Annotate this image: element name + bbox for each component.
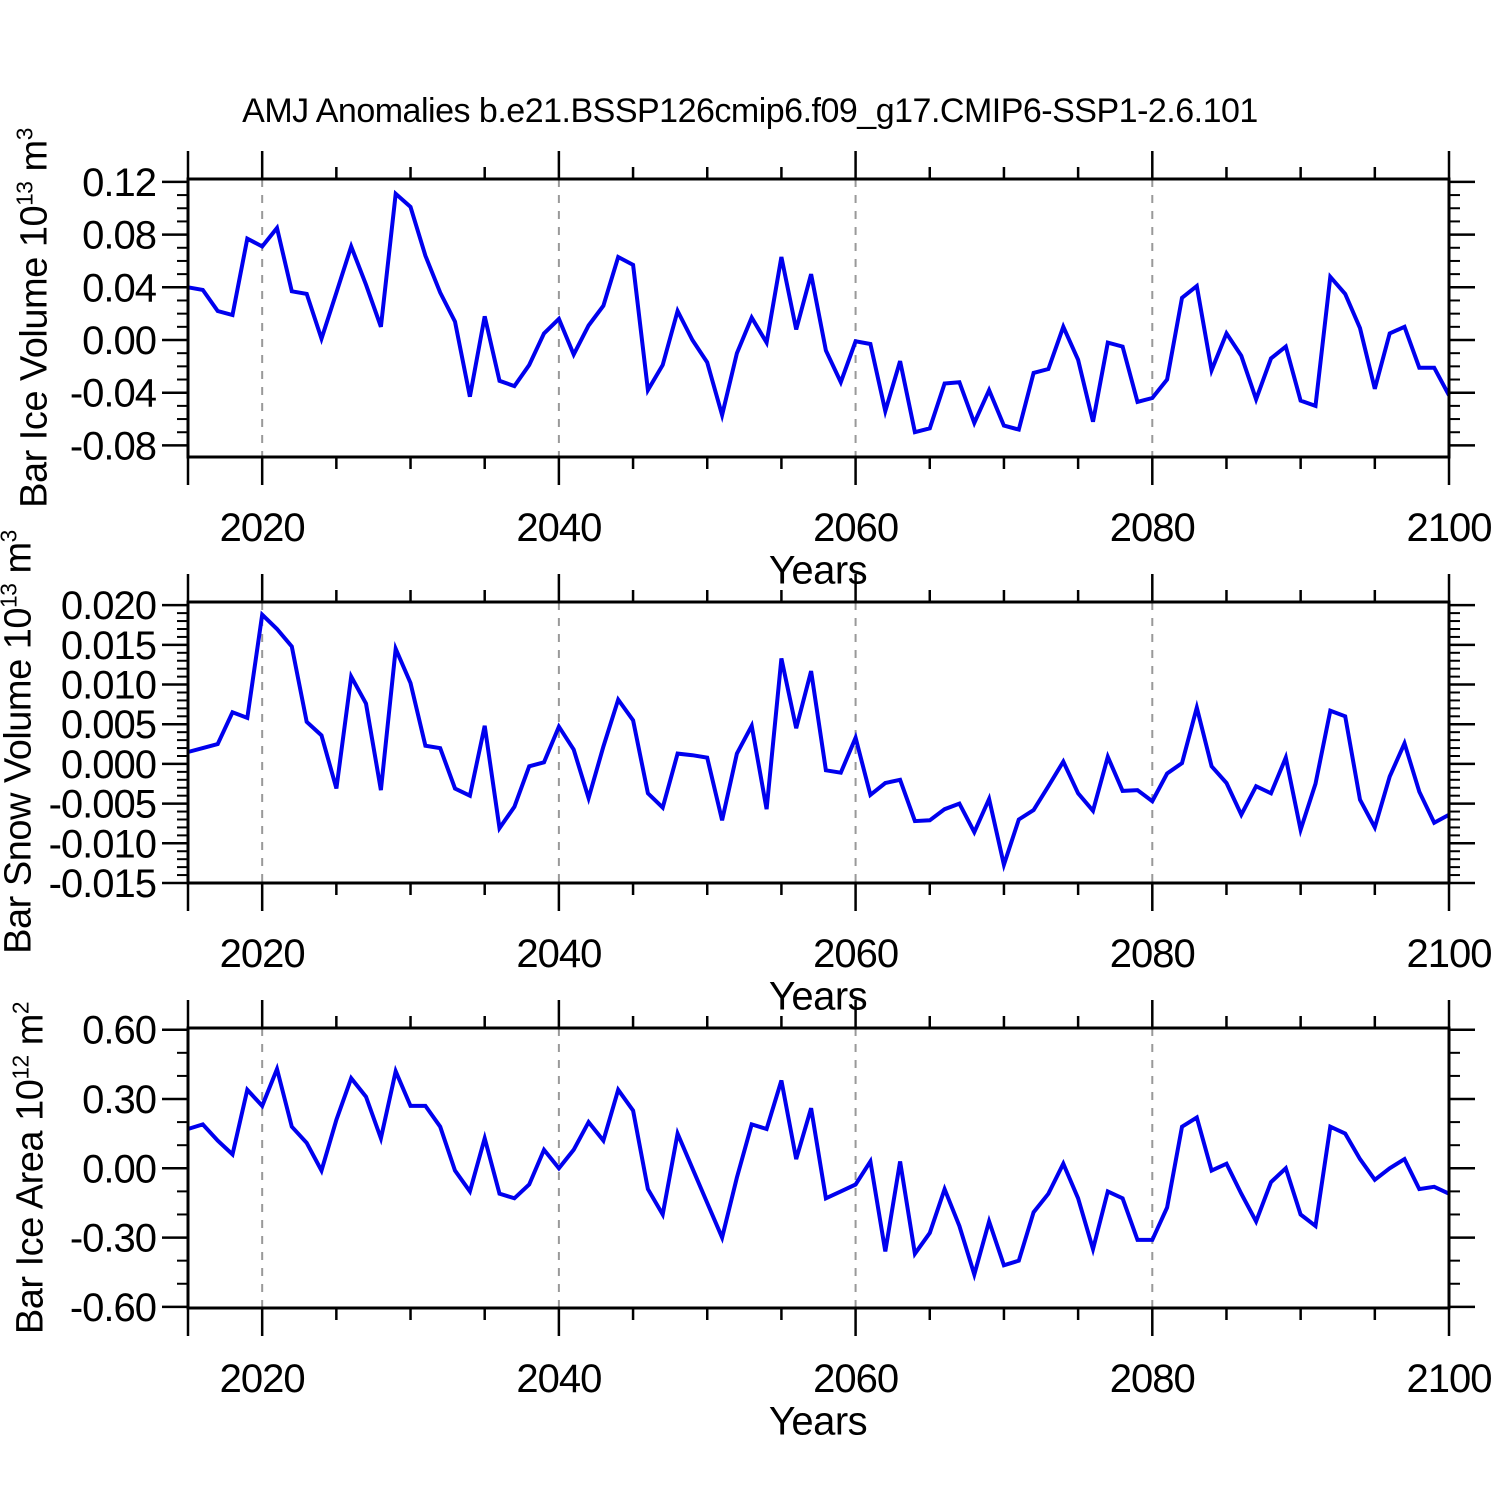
x-tick-label: 2080 <box>1110 506 1195 550</box>
y-tick-label: -0.30 <box>70 1217 156 1261</box>
x-tick-label: 2060 <box>813 932 898 976</box>
plot-frame <box>186 1026 1451 1310</box>
x-tick-label: 2020 <box>220 506 305 550</box>
y-tick-label: 0.010 <box>61 664 156 708</box>
y-tick-label: -0.60 <box>70 1286 156 1330</box>
y-axis-title-unit-exponent: 3 <box>0 530 22 542</box>
x-tick-label: 2100 <box>1407 1357 1492 1401</box>
y-axis-title-unit-exponent: 3 <box>11 128 38 141</box>
x-tick-label: 2040 <box>516 506 601 550</box>
y-axis-title-snow-volume: Bar Snow Volume 1013 m3 <box>0 530 40 954</box>
y-axis-title-unit: m <box>9 1014 52 1056</box>
y-tick-label: -0.08 <box>70 424 156 468</box>
x-tick-label: 2060 <box>813 1357 898 1401</box>
x-tick-label: 2100 <box>1407 932 1492 976</box>
y-tick-label: 0.12 <box>82 161 156 205</box>
x-tick-label: 2100 <box>1407 506 1492 550</box>
y-tick-label: 0.60 <box>82 1009 156 1053</box>
y-axis-title-unit: m <box>13 140 56 182</box>
x-axis-title: Years <box>768 1399 868 1444</box>
y-axis-title-unit: m <box>0 542 40 584</box>
data-line-snow-volume <box>187 610 1450 873</box>
x-tick-label: 2040 <box>516 932 601 976</box>
y-tick-label: 0.020 <box>61 584 156 628</box>
y-tick-label: 0.015 <box>61 624 156 668</box>
y-axis-title-exponent: 13 <box>11 181 38 206</box>
y-axis-title-exponent: 13 <box>0 583 22 608</box>
y-tick-label: 0.04 <box>82 266 157 310</box>
plot-frame <box>186 600 1451 885</box>
y-tick-label: -0.010 <box>49 822 156 866</box>
x-tick-label: 2020 <box>220 932 305 976</box>
y-axis-title-text: Bar Snow Volume 10 <box>0 607 40 954</box>
y-tick-label: -0.015 <box>49 862 156 906</box>
y-axis-title-unit-exponent: 2 <box>7 1001 34 1015</box>
y-tick-label: 0.005 <box>61 703 156 747</box>
chart-title: AMJ Anomalies b.e21.BSSP126cmip6.f09_g17… <box>242 92 1258 130</box>
y-axis-title-exponent: 12 <box>7 1055 34 1080</box>
data-line-ice-volume <box>187 189 1451 435</box>
data-line-ice-area <box>187 1062 1450 1282</box>
y-tick-label: 0.08 <box>82 214 156 258</box>
y-tick-label: -0.04 <box>70 372 157 416</box>
y-axis-title-text: Bar Ice Area 10 <box>9 1079 52 1335</box>
y-axis-title-text: Bar Ice Volume 10 <box>13 205 56 508</box>
y-tick-label: 0.000 <box>61 743 156 787</box>
x-tick-label: 2080 <box>1110 1357 1195 1401</box>
x-tick-label: 2040 <box>516 1357 601 1401</box>
x-axis-title: Years <box>768 974 868 1019</box>
y-tick-label: 0.30 <box>82 1078 156 1122</box>
x-tick-label: 2020 <box>220 1357 305 1401</box>
x-tick-label: 2060 <box>813 506 898 550</box>
y-axis-title-ice-volume: Bar Ice Volume 1013 m3 <box>12 128 57 508</box>
plot-frame <box>186 177 1451 459</box>
x-axis-title: Years <box>768 548 868 593</box>
x-tick-label: 2080 <box>1110 932 1195 976</box>
y-tick-label: 0.00 <box>82 319 156 363</box>
y-tick-label: 0.00 <box>82 1147 156 1191</box>
y-axis-title-ice-area: Bar Ice Area 1012 m2 <box>8 1002 53 1334</box>
y-tick-label: -0.005 <box>49 783 156 827</box>
